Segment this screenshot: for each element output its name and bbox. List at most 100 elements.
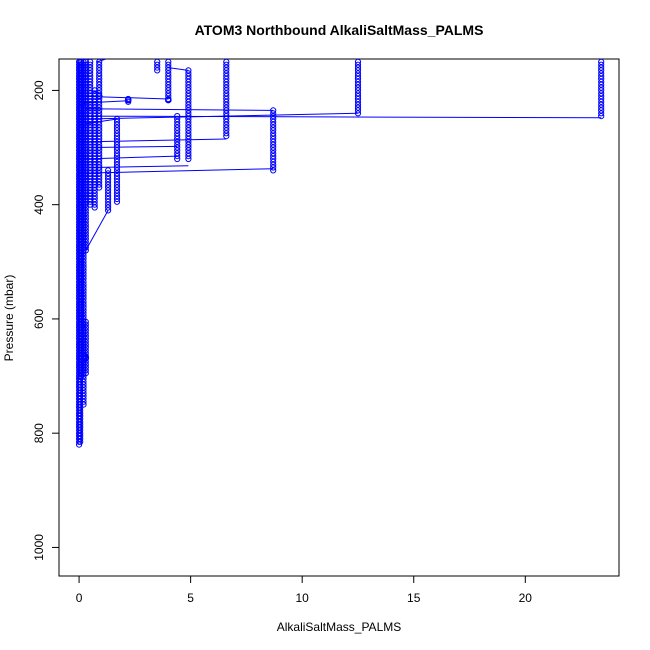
data-point xyxy=(82,324,89,331)
data-point xyxy=(91,204,98,211)
data-point xyxy=(354,73,362,80)
data-point xyxy=(82,61,89,68)
data-point xyxy=(80,295,87,302)
data-point xyxy=(165,93,172,100)
data-point xyxy=(174,113,181,120)
data-point xyxy=(105,173,112,180)
data-point xyxy=(223,130,230,137)
data-point xyxy=(174,124,181,131)
data-point xyxy=(96,141,103,148)
data-point xyxy=(91,193,98,200)
data-point xyxy=(185,155,192,163)
data-point xyxy=(598,104,605,111)
data-point xyxy=(91,133,98,140)
data-point xyxy=(91,173,98,180)
data-point xyxy=(174,118,181,125)
data-point xyxy=(113,187,121,194)
data-point xyxy=(80,255,87,262)
data-point xyxy=(113,195,121,203)
data-point xyxy=(82,241,89,248)
series-line-segment xyxy=(168,67,189,71)
data-point xyxy=(270,133,277,140)
data-point xyxy=(96,158,103,165)
data-point xyxy=(82,338,89,345)
data-point xyxy=(185,127,192,134)
data-point xyxy=(270,144,277,151)
data-point xyxy=(91,184,98,191)
data-point xyxy=(165,84,172,91)
x-tick-label: 20 xyxy=(519,591,533,605)
data-point xyxy=(185,98,192,105)
data-point xyxy=(80,304,87,311)
data-point xyxy=(598,101,605,108)
data-point xyxy=(82,335,89,342)
data-point xyxy=(82,230,89,237)
data-point xyxy=(82,113,89,120)
data-point xyxy=(174,130,181,137)
data-point xyxy=(80,267,87,274)
data-point xyxy=(105,178,112,185)
data-point xyxy=(91,164,98,171)
data-point xyxy=(598,110,605,117)
data-point xyxy=(105,170,112,177)
data-point xyxy=(87,138,94,145)
data-point xyxy=(598,61,605,68)
data-point xyxy=(185,130,192,137)
data-point xyxy=(91,130,98,137)
data-point xyxy=(91,113,98,120)
series-line-segment xyxy=(87,112,359,120)
data-point xyxy=(354,84,362,91)
data-point xyxy=(598,98,605,105)
data-point xyxy=(598,64,605,71)
data-point xyxy=(113,130,121,137)
data-point xyxy=(82,101,89,108)
data-point xyxy=(174,127,181,134)
data-point xyxy=(113,161,121,168)
data-point xyxy=(82,367,89,374)
data-point xyxy=(82,198,89,205)
data-point xyxy=(96,173,103,180)
data-point xyxy=(87,144,94,151)
data-point xyxy=(82,124,89,131)
data-point xyxy=(223,127,230,134)
data-point xyxy=(354,98,362,105)
data-point xyxy=(76,441,83,448)
data-point xyxy=(91,118,98,125)
data-point xyxy=(82,190,89,197)
data-point xyxy=(105,184,112,191)
data-point xyxy=(96,153,103,160)
data-point xyxy=(185,144,192,151)
data-point xyxy=(82,144,89,151)
data-point xyxy=(96,81,103,88)
data-point xyxy=(87,130,94,137)
y-tick-label: 600 xyxy=(32,309,46,329)
data-point xyxy=(82,184,89,191)
data-point xyxy=(174,135,181,143)
data-point xyxy=(154,64,161,71)
x-tick-label: 15 xyxy=(407,591,421,605)
series-line-segment xyxy=(92,145,178,148)
data-point xyxy=(96,164,103,171)
data-point xyxy=(223,113,230,120)
data-point xyxy=(82,364,89,371)
data-point xyxy=(87,161,94,168)
data-point xyxy=(96,155,103,163)
data-point xyxy=(82,201,89,208)
data-point xyxy=(91,147,98,154)
data-point xyxy=(87,101,94,108)
data-point xyxy=(96,104,103,111)
data-point xyxy=(82,187,89,194)
data-point xyxy=(77,415,84,422)
data-point xyxy=(91,195,98,203)
data-point xyxy=(96,161,103,168)
data-point xyxy=(82,73,89,80)
data-point xyxy=(87,158,94,165)
data-point xyxy=(113,124,121,131)
data-point xyxy=(598,84,605,91)
x-tick-label: 5 xyxy=(187,591,194,605)
data-point xyxy=(113,144,121,151)
data-point xyxy=(77,427,84,434)
data-point xyxy=(174,138,181,145)
data-point xyxy=(87,190,94,197)
data-point xyxy=(82,175,89,183)
